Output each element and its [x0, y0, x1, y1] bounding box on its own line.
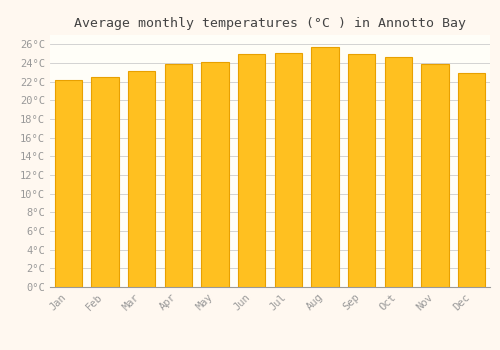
- Bar: [238, 54, 266, 287]
- Bar: [348, 54, 376, 287]
- Bar: [274, 53, 302, 287]
- Bar: [384, 57, 412, 287]
- Bar: [421, 64, 448, 287]
- Bar: [458, 73, 485, 287]
- Bar: [164, 64, 192, 287]
- Title: Average monthly temperatures (°C ) in Annotto Bay: Average monthly temperatures (°C ) in An…: [74, 17, 466, 30]
- Bar: [201, 62, 229, 287]
- Bar: [54, 80, 82, 287]
- Bar: [128, 71, 156, 287]
- Bar: [91, 77, 119, 287]
- Bar: [311, 47, 339, 287]
